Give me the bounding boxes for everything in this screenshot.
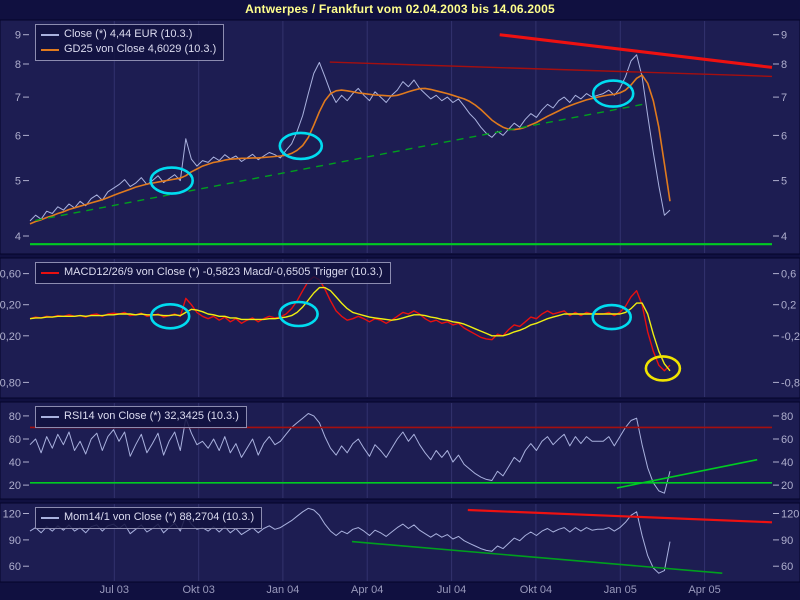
y-axis-label: 4: [15, 231, 21, 243]
x-axis-label: Jul 03: [100, 584, 129, 596]
y-axis-label: 8: [15, 59, 21, 71]
macd-legend-label: MACD12/26/9 von Close (*) -0,5823 Macd/-…: [64, 266, 383, 278]
y-axis-label: 60: [781, 434, 793, 446]
y-axis-label: -0,2: [781, 331, 800, 343]
y-axis-label: 20: [781, 480, 793, 492]
x-axis-label: Okt 03: [182, 584, 214, 596]
y-axis-label: 6: [781, 130, 787, 142]
y-axis-label: 120: [781, 509, 799, 521]
y-axis-label: 0,20: [0, 300, 21, 312]
y-axis-label: -0,80: [0, 377, 21, 389]
close-legend-label: Close (*) 4,44 EUR (10.3.): [64, 28, 193, 40]
mom-line-sample: [41, 516, 59, 519]
y-axis-label: 6: [15, 130, 21, 142]
y-axis-label: 7: [15, 92, 21, 104]
trendline-annotation[interactable]: [499, 33, 773, 69]
y-axis-label: 4: [781, 231, 787, 243]
x-axis-label: Jul 04: [437, 584, 466, 596]
x-axis-label: Apr 04: [351, 584, 383, 596]
trendline-annotation[interactable]: [616, 458, 758, 489]
y-axis-label: 0,6: [781, 269, 796, 281]
macd-legend[interactable]: MACD12/26/9 von Close (*) -0,5823 Macd/-…: [35, 262, 391, 284]
trendline-annotation[interactable]: [329, 61, 773, 78]
close-line-sample: [41, 33, 59, 36]
y-axis-label: 0,60: [0, 269, 21, 281]
circle-annotation[interactable]: [149, 302, 191, 330]
y-axis-label: 80: [9, 411, 21, 423]
gd25-line: [29, 74, 671, 225]
y-axis-label: 90: [9, 535, 21, 547]
close-legend-row: Close (*) 4,44 EUR (10.3.): [41, 27, 216, 42]
y-axis-label: 9: [781, 30, 787, 42]
x-axis-label: Jan 04: [266, 584, 299, 596]
x-axis-label: Okt 04: [520, 584, 552, 596]
y-axis-label: 60: [781, 561, 793, 573]
mom-legend-row: Mom14/1 von Close (*) 88,2704 (10.3.): [41, 510, 254, 525]
y-axis-label: 7: [781, 92, 787, 104]
trendline-annotation[interactable]: [351, 540, 723, 574]
close-line: [29, 54, 671, 222]
macd-line-sample: [41, 271, 59, 274]
rsi-line-sample: [41, 415, 59, 418]
trigger-line: [29, 286, 671, 372]
y-axis-label: 60: [9, 561, 21, 573]
y-axis-label: 90: [781, 535, 793, 547]
y-axis-label: 8: [781, 59, 787, 71]
trendline-annotation[interactable]: [467, 508, 773, 524]
mom-legend-label: Mom14/1 von Close (*) 88,2704 (10.3.): [64, 511, 255, 523]
y-axis-label: 5: [781, 176, 787, 188]
macd-legend-row: MACD12/26/9 von Close (*) -0,5823 Macd/-…: [41, 265, 383, 280]
y-axis-label: -0,20: [0, 331, 21, 343]
x-axis-label: Jan 05: [604, 584, 637, 596]
chart-title: Antwerpes / Frankfurt vom 02.04.2003 bis…: [245, 2, 555, 16]
mom-legend[interactable]: Mom14/1 von Close (*) 88,2704 (10.3.): [35, 507, 263, 529]
price-legend[interactable]: Close (*) 4,44 EUR (10.3.) GD25 von Clos…: [35, 24, 225, 61]
y-axis-label: 120: [3, 509, 21, 521]
circle-annotation[interactable]: [591, 79, 635, 108]
rsi-legend[interactable]: RSI14 von Close (*) 32,3425 (10.3.): [35, 406, 247, 428]
y-axis-label: 9: [15, 30, 21, 42]
rsi-legend-row: RSI14 von Close (*) 32,3425 (10.3.): [41, 409, 239, 424]
y-axis-label: -0,8: [781, 377, 800, 389]
y-axis-label: 80: [781, 411, 793, 423]
y-axis-label: 5: [15, 176, 21, 188]
circle-annotation[interactable]: [278, 131, 324, 161]
circle-annotation[interactable]: [278, 300, 319, 328]
y-axis-label: 20: [9, 480, 21, 492]
circle-annotation[interactable]: [149, 166, 194, 195]
y-axis-label: 60: [9, 434, 21, 446]
circle-annotation[interactable]: [644, 355, 682, 382]
rsi-line: [29, 413, 671, 494]
gd25-legend-row: GD25 von Close 4,6029 (10.3.): [41, 42, 216, 57]
y-axis-label: 0,2: [781, 300, 796, 312]
x-axis-label: Apr 05: [688, 584, 720, 596]
circle-annotation[interactable]: [591, 303, 633, 331]
y-axis-label: 40: [9, 457, 21, 469]
rsi-legend-label: RSI14 von Close (*) 32,3425 (10.3.): [64, 410, 239, 422]
gd25-legend-label: GD25 von Close 4,6029 (10.3.): [64, 43, 217, 55]
y-axis-label: 40: [781, 457, 793, 469]
gd25-line-sample: [41, 48, 59, 51]
